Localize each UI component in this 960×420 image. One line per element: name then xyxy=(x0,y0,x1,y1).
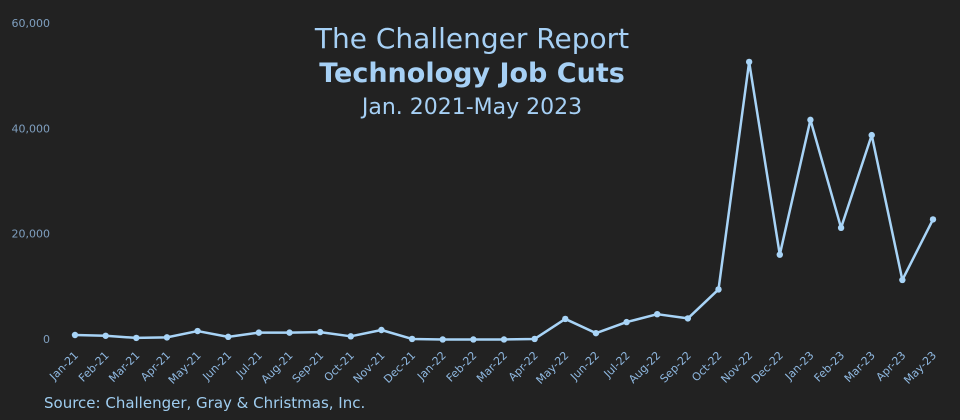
data-point xyxy=(654,310,661,318)
x-tick-label: Nov-22 xyxy=(718,349,755,386)
data-point xyxy=(347,333,354,340)
x-tick-label: Mar-22 xyxy=(474,349,510,385)
data-point xyxy=(378,326,385,334)
data-point xyxy=(133,334,140,342)
data-point xyxy=(807,116,814,124)
x-tick-label: Oct-22 xyxy=(689,349,724,384)
x-tick-label: May-22 xyxy=(534,349,572,387)
y-tick-label: 40,000 xyxy=(12,122,51,135)
x-tick-label: Feb-21 xyxy=(76,349,112,385)
x-tick-label: Jun-22 xyxy=(567,349,602,384)
data-point xyxy=(899,276,906,284)
chart-title: Technology Job Cuts xyxy=(319,58,625,89)
data-point xyxy=(225,333,232,341)
x-tick-label: Jan-21 xyxy=(47,349,82,384)
x-tick-label: Jun-21 xyxy=(200,349,235,384)
data-point xyxy=(102,332,109,339)
x-tick-label: May-21 xyxy=(166,349,204,387)
data-point xyxy=(623,318,630,326)
data-point xyxy=(439,336,446,343)
data-point xyxy=(531,335,538,343)
data-point xyxy=(868,131,875,139)
data-point xyxy=(500,336,508,343)
data-point xyxy=(163,334,171,341)
data-point xyxy=(408,335,416,343)
x-tick-label: Feb-22 xyxy=(444,349,480,385)
x-tick-label: Dec-22 xyxy=(749,349,786,386)
x-tick-label: Jan-23 xyxy=(782,349,817,384)
data-point xyxy=(776,251,783,258)
x-tick-label: Jan-22 xyxy=(414,349,449,384)
data-point xyxy=(562,315,569,323)
data-point xyxy=(684,315,692,322)
x-tick-label: Feb-23 xyxy=(812,349,848,385)
x-tick-label: Mar-23 xyxy=(842,349,878,385)
x-tick-label: Aug-22 xyxy=(626,349,663,386)
x-tick-label: Sep-21 xyxy=(290,349,327,386)
data-point xyxy=(837,224,845,232)
y-tick-label: 0 xyxy=(43,333,50,346)
chart-kicker: The Challenger Report xyxy=(314,22,629,55)
data-point xyxy=(316,328,324,336)
x-tick-label: May-23 xyxy=(901,349,939,387)
chart-subtitle: Jan. 2021-May 2023 xyxy=(360,95,582,120)
x-tick-label: Sep-22 xyxy=(657,349,694,386)
x-tick-label: Oct-21 xyxy=(322,349,357,384)
data-point xyxy=(255,329,263,336)
y-tick-label: 60,000 xyxy=(12,17,51,30)
data-point xyxy=(71,331,79,339)
data-point xyxy=(745,58,753,66)
data-point xyxy=(715,286,722,293)
data-point xyxy=(592,329,600,337)
x-tick-label: Aug-21 xyxy=(259,349,296,386)
x-tick-label: Nov-21 xyxy=(351,349,388,386)
data-point xyxy=(929,216,937,223)
source-note: Source: Challenger, Gray & Christmas, In… xyxy=(44,394,365,412)
data-point xyxy=(470,336,477,343)
x-tick-label: Dec-21 xyxy=(381,349,418,386)
data-point xyxy=(194,327,201,335)
y-tick-label: 20,000 xyxy=(12,228,51,241)
data-point xyxy=(286,329,293,336)
x-tick-label: Mar-21 xyxy=(106,349,142,385)
